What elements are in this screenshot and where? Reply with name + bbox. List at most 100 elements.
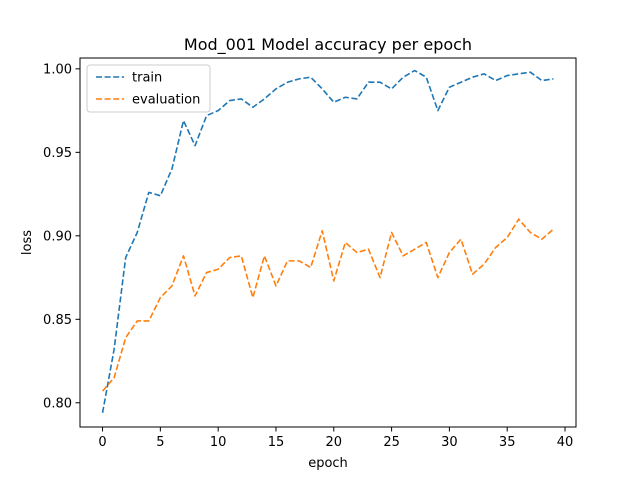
x-tick-label-6: 30 — [441, 435, 458, 450]
series-point-0-4 — [148, 192, 150, 194]
series-point-1-14 — [264, 255, 266, 257]
series-point-0-8 — [194, 145, 196, 147]
series-point-0-21 — [344, 96, 346, 98]
series-point-0-14 — [264, 98, 266, 100]
series-point-1-13 — [252, 297, 254, 299]
series-point-1-38 — [541, 238, 543, 240]
y-tick-label-0: 0.80 — [43, 396, 72, 411]
series-line-0 — [101, 69, 554, 413]
y-tick-label-4: 1.00 — [43, 62, 72, 77]
series-point-1-19 — [321, 230, 323, 232]
series-point-1-29 — [437, 277, 439, 279]
y-axis-ticks: 0.80 0.85 0.90 0.95 1.00 — [43, 62, 80, 411]
series-point-1-7 — [183, 255, 185, 257]
series-point-0-1 — [113, 348, 115, 350]
x-tick-label-4: 20 — [326, 435, 343, 450]
series-point-1-4 — [148, 320, 150, 322]
series-point-1-22 — [356, 252, 358, 254]
series-point-0-19 — [321, 88, 323, 90]
series-point-0-11 — [229, 100, 231, 102]
series-point-0-23 — [368, 81, 370, 83]
series-point-0-3 — [136, 232, 138, 234]
axes-frame — [79, 57, 577, 428]
series-point-1-11 — [229, 257, 231, 259]
series-point-1-39 — [553, 228, 555, 230]
series-point-0-32 — [472, 76, 474, 78]
series-point-0-22 — [356, 98, 358, 100]
series-point-1-15 — [275, 285, 277, 287]
x-tick-label-5: 25 — [383, 435, 400, 450]
series-point-0-15 — [275, 88, 277, 90]
series-point-1-20 — [333, 280, 335, 282]
series-point-1-36 — [518, 218, 520, 220]
series-point-1-5 — [159, 297, 161, 299]
legend: train evaluation — [86, 64, 211, 113]
series-point-0-16 — [287, 81, 289, 83]
series-layer — [101, 69, 555, 414]
series-point-1-18 — [310, 267, 312, 269]
x-tick-label-1: 5 — [156, 435, 164, 450]
series-line-1 — [101, 218, 554, 392]
series-point-0-37 — [529, 71, 531, 73]
legend-label-1: evaluation — [132, 93, 200, 108]
series-point-1-37 — [529, 232, 531, 234]
series-point-0-5 — [159, 195, 161, 197]
series-point-1-21 — [344, 242, 346, 244]
chart-title: Mod_001 Model accuracy per epoch — [184, 35, 472, 55]
series-point-0-28 — [425, 76, 427, 78]
series-point-0-34 — [495, 80, 497, 82]
series-point-1-24 — [379, 277, 381, 279]
series-point-0-31 — [460, 81, 462, 83]
series-point-0-6 — [171, 168, 173, 170]
series-point-1-23 — [368, 248, 370, 250]
series-point-1-25 — [391, 232, 393, 234]
series-point-0-2 — [125, 257, 127, 259]
series-point-0-13 — [252, 106, 254, 108]
series-point-0-30 — [449, 86, 451, 88]
series-point-1-34 — [495, 247, 497, 249]
series-point-1-3 — [136, 320, 138, 322]
series-point-0-20 — [333, 101, 335, 103]
series-point-1-27 — [414, 248, 416, 250]
series-point-1-6 — [171, 285, 173, 287]
series-point-1-9 — [206, 272, 208, 274]
series-point-1-35 — [506, 237, 508, 239]
x-tick-label-2: 10 — [210, 435, 227, 450]
y-tick-label-2: 0.90 — [43, 229, 72, 244]
series-point-1-0 — [102, 390, 104, 392]
legend-label-0: train — [132, 71, 162, 86]
x-tick-label-8: 40 — [557, 435, 574, 450]
series-point-1-8 — [194, 295, 196, 297]
x-tick-label-7: 35 — [499, 435, 516, 450]
series-point-0-29 — [437, 110, 439, 112]
y-axis-label: loss — [20, 230, 35, 255]
series-point-0-18 — [310, 76, 312, 78]
series-point-1-28 — [425, 242, 427, 244]
series-point-0-17 — [298, 78, 300, 80]
series-point-0-12 — [240, 98, 242, 100]
series-point-0-35 — [506, 75, 508, 77]
series-point-1-16 — [287, 260, 289, 262]
series-point-0-10 — [217, 110, 219, 112]
x-tick-label-3: 15 — [268, 435, 285, 450]
series-point-1-30 — [449, 252, 451, 254]
series-point-1-12 — [240, 255, 242, 257]
series-point-1-1 — [113, 377, 115, 379]
series-point-0-39 — [553, 78, 555, 80]
series-point-0-38 — [541, 80, 543, 82]
series-point-0-9 — [206, 115, 208, 117]
y-tick-label-3: 0.95 — [43, 146, 72, 161]
x-tick-label-0: 0 — [98, 435, 106, 450]
series-point-1-32 — [472, 273, 474, 275]
series-point-1-10 — [217, 268, 219, 270]
series-point-0-33 — [483, 73, 485, 75]
series-point-0-7 — [183, 120, 185, 122]
x-axis-ticks: 0 5 10 15 20 25 30 35 40 — [98, 427, 573, 450]
series-point-0-0 — [102, 412, 104, 414]
series-point-1-33 — [483, 263, 485, 265]
series-point-0-27 — [414, 70, 416, 72]
series-point-0-26 — [402, 76, 404, 78]
series-point-0-25 — [391, 88, 393, 90]
x-axis-label: epoch — [308, 456, 348, 471]
